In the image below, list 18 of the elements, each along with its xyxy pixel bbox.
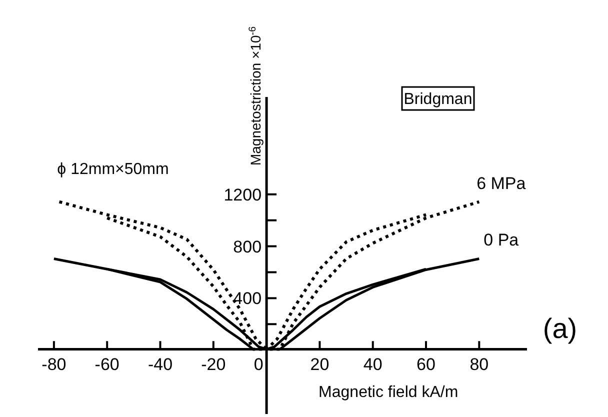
series-label: 0 Pa	[484, 230, 520, 250]
x-tick-label: -40	[148, 355, 173, 374]
x-tick-label: -60	[94, 355, 120, 374]
y-tick-label: 400	[233, 289, 262, 308]
x-tick-label: -20	[201, 355, 226, 374]
x-tick-label: 40	[363, 355, 382, 374]
x-axis-title: Magnetic field kA/m	[318, 384, 458, 402]
series-label: 6 MPa	[476, 174, 526, 193]
annotation: ϕ 12mm×50mm	[57, 161, 169, 178]
text: (a)	[542, 313, 578, 344]
x-tick-label: 20	[310, 355, 330, 374]
x-tick-label: 80	[470, 355, 489, 374]
x-tick-label: 0	[254, 355, 264, 374]
annotation: Bridgman	[404, 91, 472, 108]
y-tick-label: 1200	[224, 185, 262, 204]
x-tick-label: -80	[42, 355, 66, 374]
x-tick-label: 60	[416, 355, 436, 374]
y-tick-label: 800	[233, 237, 262, 256]
